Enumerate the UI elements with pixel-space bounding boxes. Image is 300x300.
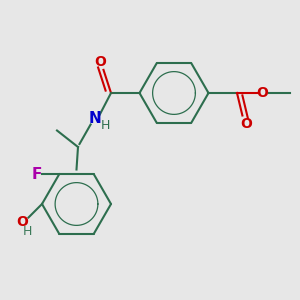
Text: O: O bbox=[94, 55, 106, 68]
Text: N: N bbox=[88, 111, 101, 126]
Text: H: H bbox=[101, 118, 110, 132]
Text: O: O bbox=[240, 117, 252, 131]
Text: O: O bbox=[16, 215, 28, 229]
Text: H: H bbox=[22, 225, 32, 239]
Text: O: O bbox=[256, 86, 268, 100]
Text: F: F bbox=[32, 167, 42, 182]
